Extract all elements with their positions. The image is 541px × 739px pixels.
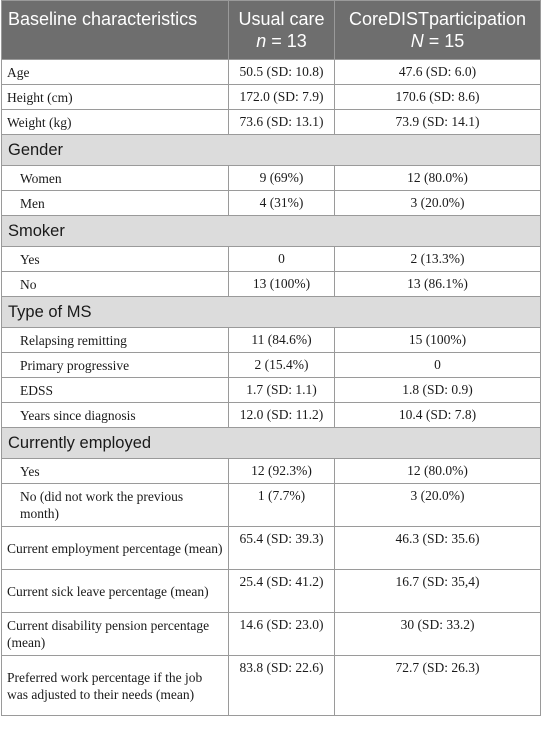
table-header-row: Baseline characteristics Usual care n = … [1,0,541,60]
header-usual-care-name: Usual care [238,9,325,29]
row-label: No [1,271,229,297]
row-label: Relapsing remitting [1,327,229,353]
usual-care-value: 14.6 (SD: 23.0) [228,612,335,656]
header-coredist-n: N = 15 [341,30,534,52]
table-row-smoker-yes: Yes 0 2 (13.3%) [1,246,541,272]
header-usual-care: Usual care n = 13 [228,0,335,60]
section-smoker: Smoker [1,215,541,247]
section-currently-employed: Currently employed [1,427,541,459]
usual-care-value: 2 (15.4%) [228,352,335,378]
section-type-of-ms: Type of MS [1,296,541,328]
table-row-height: Height (cm) 172.0 (SD: 7.9) 170.6 (SD: 8… [1,84,541,110]
coredist-value: 73.9 (SD: 14.1) [334,109,541,135]
coredist-value: 47.6 (SD: 6.0) [334,59,541,85]
table-row-edss: EDSS 1.7 (SD: 1.1) 1.8 (SD: 0.9) [1,377,541,403]
table-row-weight: Weight (kg) 73.6 (SD: 13.1) 73.9 (SD: 14… [1,109,541,135]
row-label: Age [1,59,229,85]
table-row-preferred-work-percentage: Preferred work percentage if the job was… [1,655,541,716]
table-row-employment-percentage: Current employment percentage (mean) 65.… [1,526,541,570]
row-label: Current employment percentage (mean) [1,526,229,570]
usual-care-value: 73.6 (SD: 13.1) [228,109,335,135]
table-row-primary-progressive: Primary progressive 2 (15.4%) 0 [1,352,541,378]
row-label: No (did not work the previous month) [1,483,229,527]
table-row-disability-pension-percentage: Current disability pension percentage (m… [1,612,541,656]
table-row-smoker-no: No 13 (100%) 13 (86.1%) [1,271,541,297]
section-gender: Gender [1,134,541,166]
usual-care-value: 4 (31%) [228,190,335,216]
usual-care-value: 0 [228,246,335,272]
row-label: Primary progressive [1,352,229,378]
table-row-employed-no: No (did not work the previous month) 1 (… [1,483,541,527]
coredist-value: 30 (SD: 33.2) [334,612,541,656]
coredist-value: 15 (100%) [334,327,541,353]
section-title: Smoker [1,215,541,247]
usual-care-value: 50.5 (SD: 10.8) [228,59,335,85]
usual-care-n-value: = 13 [266,31,307,51]
usual-care-value: 12 (92.3%) [228,458,335,484]
row-label: Women [1,165,229,191]
coredist-n-symbol: N [410,31,424,51]
header-usual-care-n: n = 13 [235,30,328,52]
coredist-value: 3 (20.0%) [334,483,541,527]
usual-care-value: 25.4 (SD: 41.2) [228,569,335,613]
row-label: Preferred work percentage if the job was… [1,655,229,716]
row-label: Years since diagnosis [1,402,229,428]
header-baseline-characteristics: Baseline characteristics [1,0,229,60]
table-row-relapsing-remitting: Relapsing remitting 11 (84.6%) 15 (100%) [1,327,541,353]
usual-care-value: 11 (84.6%) [228,327,335,353]
table-row-men: Men 4 (31%) 3 (20.0%) [1,190,541,216]
row-label: Yes [1,246,229,272]
table-row-age: Age 50.5 (SD: 10.8) 47.6 (SD: 6.0) [1,59,541,85]
usual-care-value: 1.7 (SD: 1.1) [228,377,335,403]
baseline-characteristics-table: Baseline characteristics Usual care n = … [1,0,541,716]
coredist-value: 10.4 (SD: 7.8) [334,402,541,428]
row-label: Men [1,190,229,216]
usual-care-value: 1 (7.7%) [228,483,335,527]
section-title: Gender [1,134,541,166]
table-row-years-since-diagnosis: Years since diagnosis 12.0 (SD: 11.2) 10… [1,402,541,428]
row-label: Weight (kg) [1,109,229,135]
row-label: Current disability pension percentage (m… [1,612,229,656]
row-label: Yes [1,458,229,484]
coredist-value: 46.3 (SD: 35.6) [334,526,541,570]
coredist-value: 12 (80.0%) [334,165,541,191]
coredist-value: 3 (20.0%) [334,190,541,216]
usual-care-value: 65.4 (SD: 39.3) [228,526,335,570]
coredist-value: 16.7 (SD: 35,4) [334,569,541,613]
coredist-value: 1.8 (SD: 0.9) [334,377,541,403]
row-label: Current sick leave percentage (mean) [1,569,229,613]
usual-care-value: 9 (69%) [228,165,335,191]
table-row-women: Women 9 (69%) 12 (80.0%) [1,165,541,191]
coredist-value: 13 (86.1%) [334,271,541,297]
coredist-value: 12 (80.0%) [334,458,541,484]
usual-care-n-symbol: n [256,31,267,51]
row-label: Height (cm) [1,84,229,110]
coredist-n-value: = 15 [423,31,465,51]
usual-care-value: 172.0 (SD: 7.9) [228,84,335,110]
coredist-value: 170.6 (SD: 8.6) [334,84,541,110]
row-label: EDSS [1,377,229,403]
coredist-value: 72.7 (SD: 26.3) [334,655,541,716]
usual-care-value: 12.0 (SD: 11.2) [228,402,335,428]
usual-care-value: 13 (100%) [228,271,335,297]
header-coredist: CoreDISTparticipation N = 15 [334,0,541,60]
usual-care-value: 83.8 (SD: 22.6) [228,655,335,716]
table-row-employed-yes: Yes 12 (92.3%) 12 (80.0%) [1,458,541,484]
coredist-value: 2 (13.3%) [334,246,541,272]
header-coredist-name: CoreDISTparticipation [348,9,527,29]
coredist-value: 0 [334,352,541,378]
table-row-sick-leave-percentage: Current sick leave percentage (mean) 25.… [1,569,541,613]
section-title: Currently employed [1,427,541,459]
section-title: Type of MS [1,296,541,328]
